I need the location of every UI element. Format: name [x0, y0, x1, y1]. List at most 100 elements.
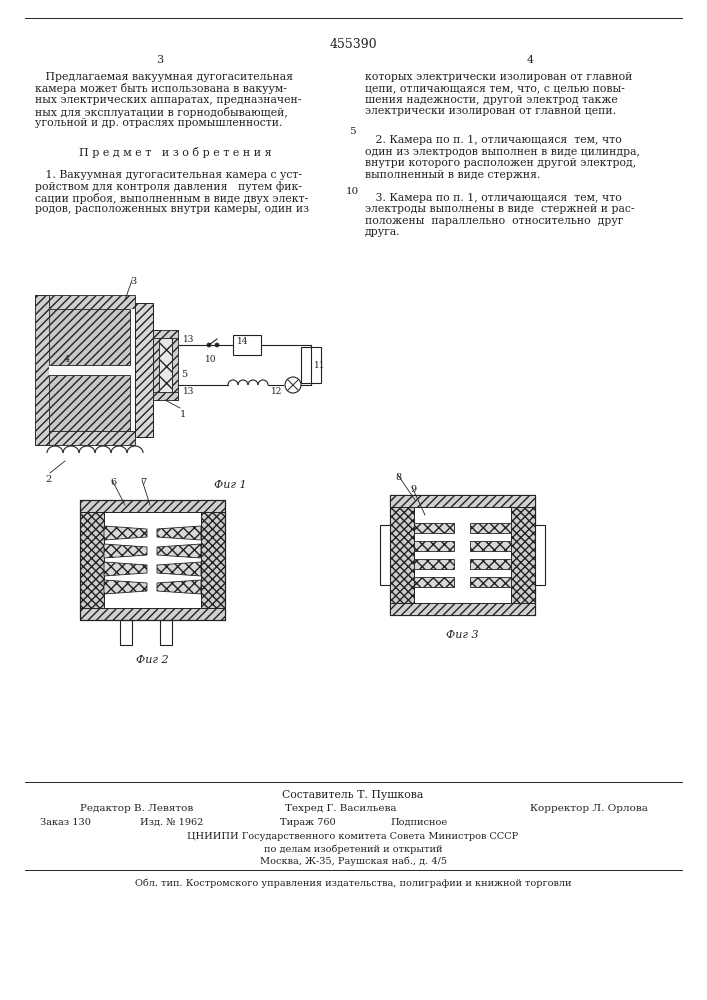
Polygon shape	[153, 330, 178, 338]
Polygon shape	[172, 330, 178, 400]
Polygon shape	[80, 500, 225, 512]
Polygon shape	[470, 559, 511, 569]
Polygon shape	[80, 608, 225, 620]
Polygon shape	[390, 507, 414, 603]
Text: 1. Вакуумная дугогасительная камера с уст-: 1. Вакуумная дугогасительная камера с ус…	[35, 170, 302, 180]
Text: 3: 3	[156, 55, 163, 65]
Circle shape	[215, 343, 219, 347]
Text: Фиг 2: Фиг 2	[136, 655, 168, 665]
Polygon shape	[135, 303, 153, 437]
Text: один из электродов выполнен в виде цилиндра,: один из электродов выполнен в виде цилин…	[365, 147, 640, 157]
Text: друга.: друга.	[365, 227, 401, 237]
Text: 7: 7	[140, 478, 146, 487]
Text: положены  параллельно  относительно  друг: положены параллельно относительно друг	[365, 216, 624, 226]
Text: 14: 14	[237, 337, 248, 346]
Text: 5: 5	[349, 127, 356, 136]
Text: 5: 5	[181, 370, 187, 379]
Text: электрически изолирован от главной цепи.: электрически изолирован от главной цепи.	[365, 106, 616, 116]
Text: 9: 9	[410, 485, 416, 494]
Text: 10: 10	[205, 355, 216, 364]
Polygon shape	[390, 495, 535, 507]
Polygon shape	[35, 295, 135, 309]
Bar	[160, 620, 172, 645]
Polygon shape	[470, 577, 511, 587]
Text: Москва, Ж-35, Раушская наб., д. 4/5: Москва, Ж-35, Раушская наб., д. 4/5	[259, 856, 447, 865]
Text: которых электрически изолирован от главной: которых электрически изолирован от главн…	[365, 72, 632, 82]
Text: Техред Г. Васильева: Техред Г. Васильева	[285, 804, 397, 813]
Polygon shape	[470, 523, 511, 533]
Polygon shape	[104, 562, 147, 576]
Text: 1: 1	[180, 410, 186, 419]
Text: 2: 2	[45, 475, 51, 484]
Circle shape	[285, 377, 301, 393]
Text: Подписное: Подписное	[390, 818, 447, 827]
Bar	[390, 495, 535, 615]
Text: 4: 4	[527, 55, 534, 65]
Text: 12: 12	[271, 387, 282, 396]
Text: 8: 8	[395, 473, 401, 482]
Bar	[535, 525, 545, 585]
Text: выполненный в виде стержня.: выполненный в виде стержня.	[365, 170, 540, 180]
Polygon shape	[470, 541, 511, 551]
Text: сации пробоя, выполненным в виде двух элект-: сации пробоя, выполненным в виде двух эл…	[35, 193, 308, 204]
Text: ных для эксплуатации в горнодобывающей,: ных для эксплуатации в горнодобывающей,	[35, 106, 288, 117]
Text: ройством для контроля давления   путем фик-: ройством для контроля давления путем фик…	[35, 181, 302, 192]
Polygon shape	[157, 526, 201, 540]
Polygon shape	[157, 562, 201, 576]
Text: по делам изобретений и открытий: по делам изобретений и открытий	[264, 844, 443, 854]
Text: 10: 10	[346, 187, 358, 196]
Text: электроды выполнены в виде  стержней и рас-: электроды выполнены в виде стержней и ра…	[365, 204, 634, 214]
Bar	[233, 335, 261, 355]
Text: Корректор Л. Орлова: Корректор Л. Орлова	[530, 804, 648, 813]
Polygon shape	[414, 523, 454, 533]
Polygon shape	[414, 541, 454, 551]
Text: 6: 6	[110, 478, 116, 487]
Text: Заказ 130: Заказ 130	[40, 818, 91, 827]
Text: угольной и др. отраслях промышленности.: угольной и др. отраслях промышленности.	[35, 118, 282, 128]
Text: Изд. № 1962: Изд. № 1962	[140, 818, 204, 827]
Polygon shape	[35, 431, 135, 445]
Text: цепи, отличающаяся тем, что, с целью повы-: цепи, отличающаяся тем, что, с целью пов…	[365, 84, 625, 94]
Polygon shape	[49, 309, 130, 365]
Text: 3. Камера по п. 1, отличающаяся  тем, что: 3. Камера по п. 1, отличающаяся тем, что	[365, 193, 621, 203]
Text: ЦНИИПИ Государственного комитета Совета Министров СССР: ЦНИИПИ Государственного комитета Совета …	[187, 832, 519, 841]
Polygon shape	[157, 544, 201, 558]
Text: Тираж 760: Тираж 760	[280, 818, 336, 827]
Text: 13: 13	[183, 335, 194, 344]
Text: камера может быть использована в вакуум-: камера может быть использована в вакуум-	[35, 84, 287, 95]
Text: родов, расположенных внутри камеры, один из: родов, расположенных внутри камеры, один…	[35, 204, 309, 214]
Circle shape	[207, 343, 211, 347]
Text: Предлагаемая вакуумная дугогасительная: Предлагаемая вакуумная дугогасительная	[35, 72, 293, 82]
Bar	[159, 338, 172, 392]
Text: внутри которого расположен другой электрод,: внутри которого расположен другой электр…	[365, 158, 636, 168]
Bar	[380, 525, 390, 585]
Text: Фиг 3: Фиг 3	[445, 630, 479, 640]
Bar	[49, 309, 135, 431]
Polygon shape	[104, 526, 147, 540]
Text: 3: 3	[130, 277, 136, 286]
Text: 4: 4	[64, 355, 70, 364]
Polygon shape	[390, 603, 535, 615]
Text: Фиг 1: Фиг 1	[214, 480, 246, 490]
Text: 2. Камера по п. 1, отличающаяся  тем, что: 2. Камера по п. 1, отличающаяся тем, что	[365, 135, 621, 145]
Text: 11: 11	[314, 360, 325, 369]
Text: ных электрических аппаратах, предназначен-: ных электрических аппаратах, предназначе…	[35, 95, 301, 105]
Polygon shape	[49, 375, 130, 431]
Text: 455390: 455390	[329, 38, 377, 51]
Text: 13: 13	[183, 387, 194, 396]
Polygon shape	[153, 392, 178, 400]
Text: шения надежности, другой электрод также: шения надежности, другой электрод также	[365, 95, 618, 105]
Text: П р е д м е т   и з о б р е т е н и я: П р е д м е т и з о б р е т е н и я	[78, 147, 271, 158]
Polygon shape	[153, 330, 159, 400]
Polygon shape	[511, 507, 535, 603]
Polygon shape	[104, 580, 147, 594]
Text: Редактор В. Левятов: Редактор В. Левятов	[80, 804, 193, 813]
Polygon shape	[414, 559, 454, 569]
Polygon shape	[35, 295, 49, 445]
Bar	[80, 500, 225, 620]
Bar	[120, 620, 132, 645]
Polygon shape	[414, 577, 454, 587]
Polygon shape	[80, 512, 104, 608]
Text: Составитель Т. Пушкова: Составитель Т. Пушкова	[282, 790, 423, 800]
Bar	[301, 347, 321, 383]
